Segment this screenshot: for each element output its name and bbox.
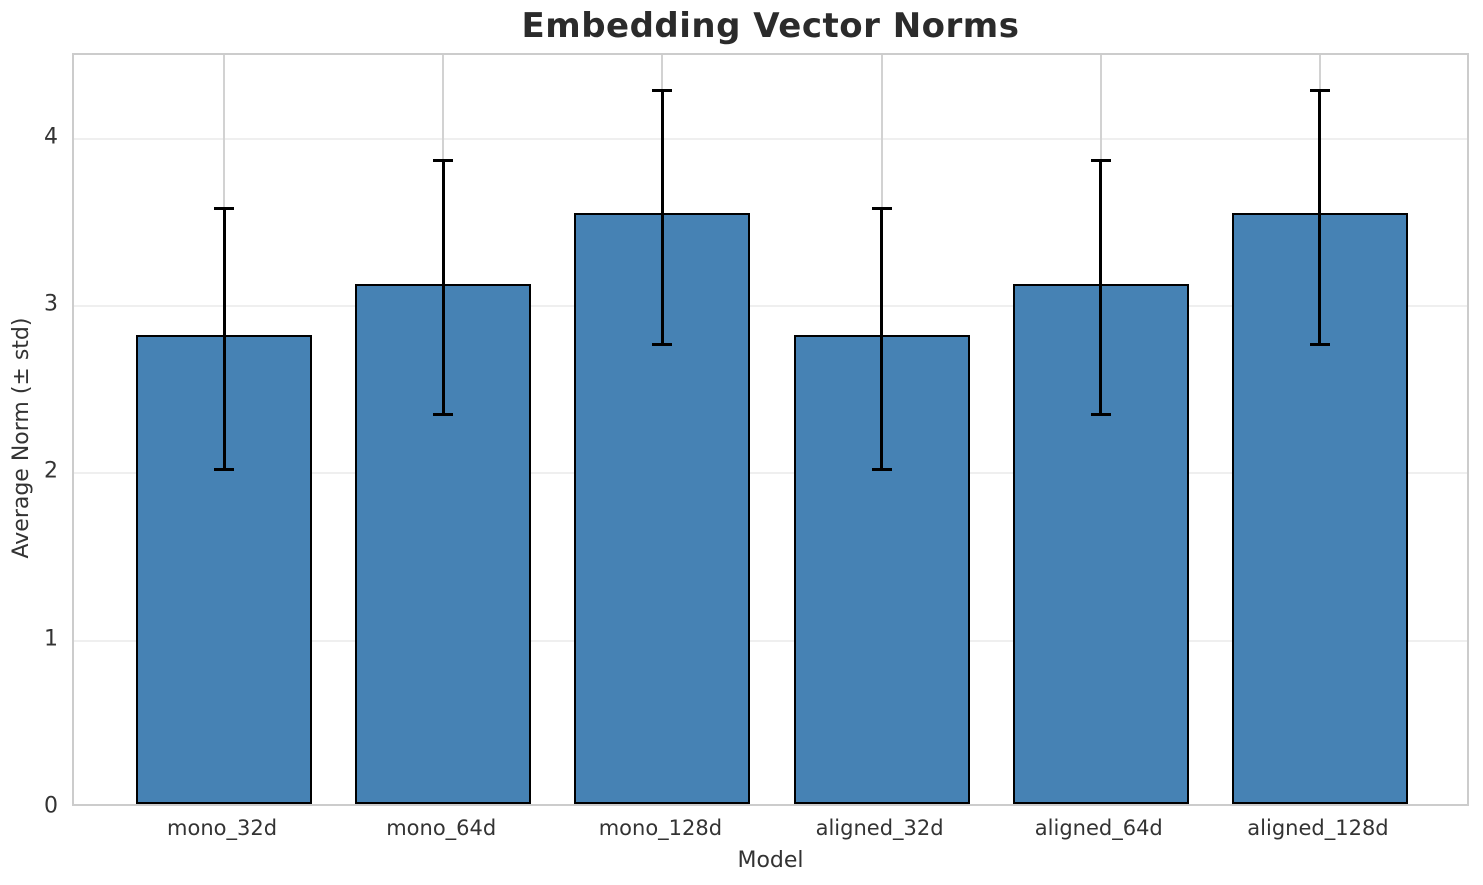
x-tick-label-mono_128d: mono_128d xyxy=(598,816,723,840)
error-bar-mono_64d xyxy=(441,160,445,415)
y-tick-label-3: 3 xyxy=(44,291,58,317)
x-tick-label-mono_64d: mono_64d xyxy=(386,816,497,840)
error-cap-mono_128d xyxy=(652,342,673,346)
y-tick-label-4: 4 xyxy=(44,124,58,150)
x-axis-label: Model xyxy=(737,848,804,873)
x-tick-label-mono_32d: mono_32d xyxy=(167,816,278,840)
y-tick-label-0: 0 xyxy=(44,793,58,819)
error-cap-aligned_64d xyxy=(1090,413,1111,417)
bar-aligned_32d xyxy=(793,335,970,804)
y-tick-label-2: 2 xyxy=(44,458,58,484)
y-gridline xyxy=(74,305,1467,307)
chart-title: Embedding Vector Norms xyxy=(521,6,1020,46)
y-gridline xyxy=(74,472,1467,475)
x-tick-label-aligned_128d: aligned_128d xyxy=(1247,816,1389,840)
error-cap-mono_128d xyxy=(652,88,673,92)
error-bar-aligned_128d xyxy=(1318,90,1322,345)
error-cap-mono_32d xyxy=(214,468,235,472)
error-cap-aligned_64d xyxy=(1090,158,1111,162)
error-cap-mono_64d xyxy=(433,413,454,417)
y-axis-label: Average Norm (± std) xyxy=(9,317,34,559)
error-cap-aligned_32d xyxy=(871,207,892,211)
error-cap-mono_32d xyxy=(214,207,235,211)
error-bar-aligned_32d xyxy=(880,208,884,470)
error-bar-mono_128d xyxy=(660,90,664,345)
x-tick-label-aligned_64d: aligned_64d xyxy=(1034,816,1163,840)
bar-aligned_128d xyxy=(1231,213,1408,804)
y-gridline xyxy=(74,639,1467,642)
y-gridline xyxy=(74,137,1467,140)
error-cap-aligned_128d xyxy=(1309,342,1330,346)
error-cap-aligned_32d xyxy=(871,468,892,472)
y-tick-label-1: 1 xyxy=(44,626,58,652)
error-cap-aligned_128d xyxy=(1309,88,1330,92)
error-cap-mono_64d xyxy=(433,158,454,162)
plot-area xyxy=(72,53,1469,806)
x-tick-label-aligned_32d: aligned_32d xyxy=(815,816,944,840)
error-bar-mono_32d xyxy=(222,208,226,470)
error-bar-aligned_64d xyxy=(1099,160,1103,415)
